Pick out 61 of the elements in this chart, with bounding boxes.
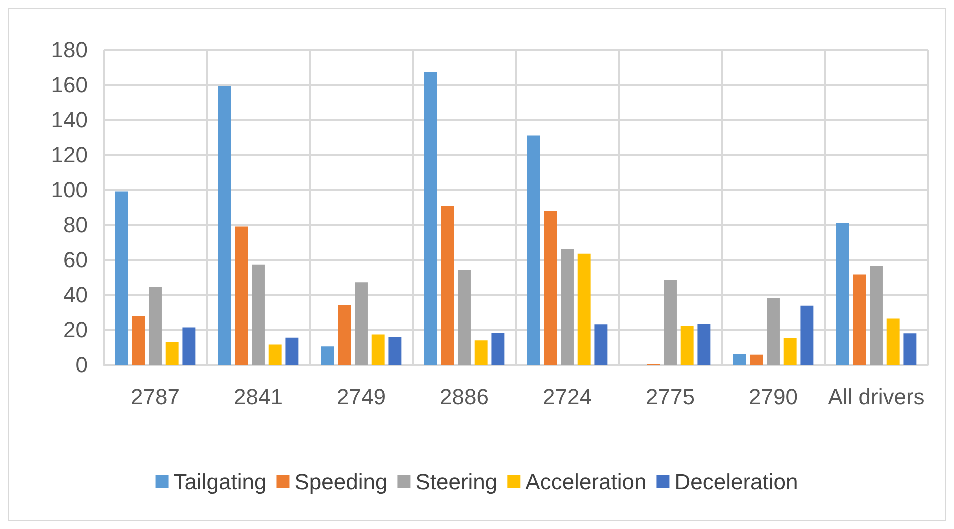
x-tick-label: 2790 (749, 384, 798, 410)
legend-label: Speeding (294, 470, 388, 494)
bar (767, 298, 780, 365)
bar (268, 344, 282, 365)
bar (458, 270, 471, 365)
bar (527, 136, 540, 365)
x-tick-label: 2724 (543, 384, 592, 410)
y-tick-label: 100 (51, 178, 88, 202)
y-tick-label: 0 (76, 352, 88, 378)
y-tick-label: 120 (51, 142, 88, 168)
bar (733, 354, 746, 365)
bar (698, 324, 711, 365)
bar (424, 72, 438, 365)
bar (286, 338, 299, 365)
bar (182, 328, 196, 365)
y-tick-label: 160 (51, 72, 88, 98)
bar (388, 337, 402, 365)
bar (132, 316, 146, 365)
legend-label: Acceleration (526, 470, 647, 494)
bar (904, 334, 917, 365)
bar (115, 192, 128, 365)
bar (784, 338, 797, 365)
y-tick-label: 80 (64, 212, 88, 238)
y-tick-label: 180 (51, 38, 88, 62)
legend-label: Deceleration (674, 470, 798, 494)
y-tick-label: 20 (64, 318, 88, 342)
bar (870, 266, 883, 365)
bar (441, 206, 454, 365)
x-tick-label: 2775 (646, 384, 695, 410)
bar (750, 354, 764, 365)
bar (355, 282, 368, 365)
bar (166, 342, 179, 365)
bar (252, 264, 265, 365)
bar (474, 340, 488, 365)
bar (492, 334, 505, 365)
x-tick-label: 2886 (440, 384, 489, 410)
y-tick-label: 60 (64, 248, 88, 272)
bar (836, 223, 850, 365)
bar (680, 326, 694, 365)
bar (664, 280, 677, 365)
y-tick-label: 40 (64, 282, 88, 308)
bar (218, 86, 232, 365)
bar (886, 318, 900, 365)
legend-label: Tailgating (174, 470, 267, 494)
bar (800, 306, 814, 365)
bar (338, 305, 352, 365)
x-tick-label: All drivers (828, 384, 925, 410)
bar (561, 250, 574, 365)
bar (321, 346, 334, 365)
x-tick-label: 2749 (337, 384, 386, 410)
bar (149, 286, 162, 365)
bar (578, 254, 591, 365)
y-tick-label: 140 (51, 108, 88, 132)
bar (594, 324, 608, 365)
bar (853, 274, 866, 365)
bar (372, 334, 385, 365)
x-tick-label: 2787 (131, 384, 180, 410)
legend-label: Steering (416, 470, 498, 494)
bar (544, 212, 558, 365)
x-tick-label: 2841 (234, 384, 283, 410)
bar (235, 226, 248, 365)
